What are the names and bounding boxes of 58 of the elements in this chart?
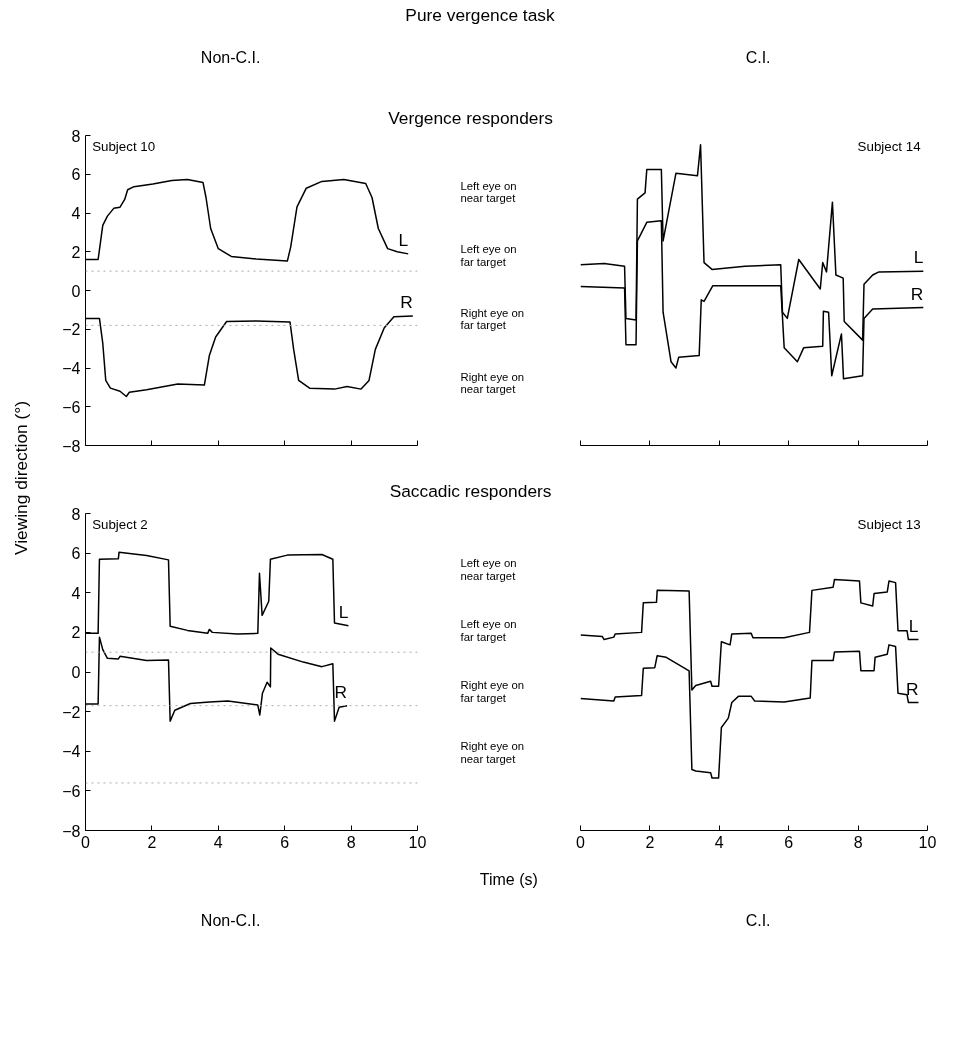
text: Viewing direction (°) xyxy=(10,401,31,555)
y-tick-label: 8 xyxy=(71,127,81,145)
y-tick-label: −8 xyxy=(62,437,81,455)
text: Non-C.I. xyxy=(200,49,261,66)
x-tick-label: 4 xyxy=(213,833,223,851)
series-label: R xyxy=(905,678,919,699)
y-tick-label: −4 xyxy=(62,743,81,761)
annotation: Subject 2 xyxy=(92,516,148,532)
series-label: R xyxy=(910,283,924,304)
text: Left eye on near target xyxy=(460,557,517,582)
y-tick-label: −2 xyxy=(62,703,81,721)
text: Pure vergence task xyxy=(405,4,555,25)
series-label: R xyxy=(334,681,348,702)
y-tick-label: −4 xyxy=(62,360,81,377)
y-tick-label: −6 xyxy=(62,398,81,416)
text: Right eye on near target xyxy=(460,370,525,395)
annotation: Subject 14 xyxy=(857,138,922,154)
y-tick-label: 0 xyxy=(71,282,81,300)
y-tick-label: 8 xyxy=(71,505,81,523)
x-tick-label: 2 xyxy=(147,833,157,851)
text: Non-C.I. xyxy=(200,912,261,929)
annotation: Subject 13 xyxy=(857,516,921,532)
y-tick-label: −6 xyxy=(62,782,81,800)
series-label: R xyxy=(400,291,413,312)
y-tick-label: −2 xyxy=(62,321,81,339)
y-tick-label: 0 xyxy=(71,664,81,681)
annotation: Subject 10 xyxy=(92,138,156,154)
series-label: L xyxy=(913,247,924,268)
text: Right eye on far target xyxy=(460,306,525,332)
y-tick-label: 4 xyxy=(71,584,81,602)
text: Left eye on near target xyxy=(460,179,517,205)
text: Vergence responders xyxy=(388,107,554,128)
x-tick-label: 0 xyxy=(576,833,586,851)
x-tick-label: 4 xyxy=(714,833,724,851)
series-label: L xyxy=(398,229,409,250)
series-label: L xyxy=(908,615,919,636)
text: C.I. xyxy=(745,912,771,929)
text: Right eye on far target xyxy=(460,679,525,704)
text: Left eye on far target xyxy=(460,243,517,268)
y-tick-label: −8 xyxy=(62,822,81,840)
y-tick-label: 4 xyxy=(71,205,81,222)
text: C.I. xyxy=(745,49,771,66)
x-tick-label: 6 xyxy=(280,833,290,851)
x-tick-label: 8 xyxy=(853,833,863,851)
text: Right eye on near target xyxy=(460,740,525,765)
series-label: L xyxy=(338,601,349,622)
x-tick-label: 10 xyxy=(408,833,427,851)
text: Left eye on far target xyxy=(460,618,517,643)
y-tick-label: 2 xyxy=(71,624,81,642)
x-tick-label: 8 xyxy=(346,833,356,851)
x-tick-label: 6 xyxy=(784,833,794,851)
y-tick-label: 2 xyxy=(71,243,81,261)
x-tick-label: 10 xyxy=(918,833,937,851)
y-tick-label: 6 xyxy=(71,545,81,563)
text: Saccadic responders xyxy=(389,481,552,502)
text: Time (s) xyxy=(479,870,538,888)
y-tick-label: 6 xyxy=(71,166,81,184)
x-tick-label: 2 xyxy=(645,833,655,851)
